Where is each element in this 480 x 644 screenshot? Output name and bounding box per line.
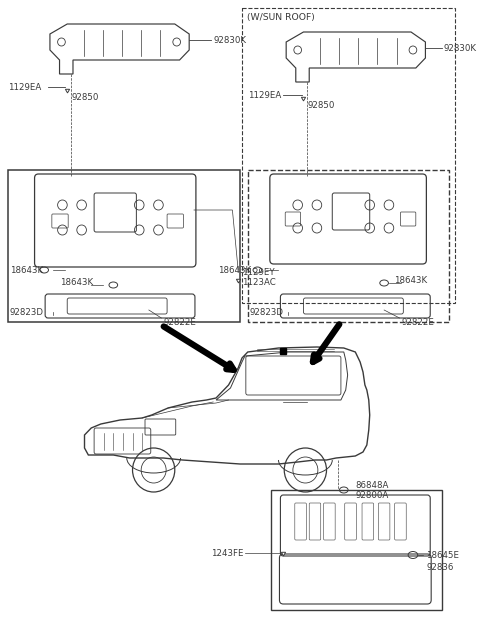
Text: (W/SUN ROOF): (W/SUN ROOF) <box>247 13 314 22</box>
Text: 1243FE: 1243FE <box>211 549 244 558</box>
Text: 92823D: 92823D <box>250 307 284 316</box>
Text: 1129EA: 1129EA <box>8 82 41 91</box>
Text: 18643K: 18643K <box>10 265 43 274</box>
Text: 18643K: 18643K <box>218 265 252 274</box>
Text: 18643K: 18643K <box>60 278 93 287</box>
Text: 92830K: 92830K <box>213 35 246 44</box>
Text: 18643K: 18643K <box>394 276 427 285</box>
Text: 92822E: 92822E <box>401 317 434 327</box>
Text: 92850: 92850 <box>71 93 98 102</box>
Text: 1129EY: 1129EY <box>242 267 275 276</box>
Text: 1123AC: 1123AC <box>242 278 276 287</box>
Text: 92850: 92850 <box>307 101 335 110</box>
Text: 86848A: 86848A <box>355 480 389 489</box>
Text: 92830K: 92830K <box>444 44 477 53</box>
Text: 92822E: 92822E <box>163 317 196 327</box>
Text: 92836: 92836 <box>426 564 454 573</box>
Text: 92823D: 92823D <box>10 307 44 316</box>
Text: 1129EA: 1129EA <box>248 91 281 100</box>
Text: 18645E: 18645E <box>426 551 459 560</box>
Text: 92800A: 92800A <box>355 491 389 500</box>
